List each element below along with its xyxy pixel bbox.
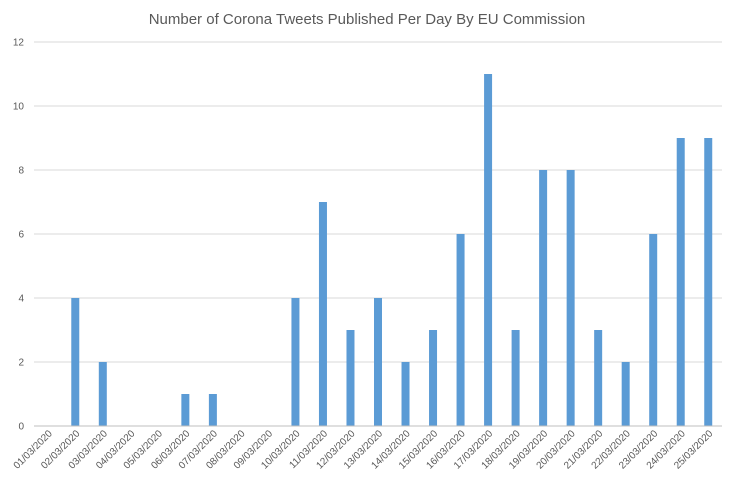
bar (594, 330, 603, 426)
bar (291, 298, 300, 426)
bar (374, 298, 382, 426)
bar (539, 170, 548, 426)
chart-title: Number of Corona Tweets Published Per Da… (149, 11, 586, 28)
y-tick-label: 10 (13, 102, 25, 113)
bar (511, 330, 520, 426)
bar (676, 138, 685, 426)
bar (566, 170, 575, 426)
bars (71, 74, 713, 426)
y-tick-label: 4 (18, 294, 24, 305)
bar (456, 234, 465, 426)
bar (181, 394, 190, 426)
bar (71, 298, 80, 426)
y-tick-label: 8 (18, 166, 24, 177)
y-tick-label: 6 (18, 230, 24, 241)
bar (208, 394, 217, 426)
bar (484, 74, 493, 426)
bar (318, 202, 327, 426)
y-tick-label: 0 (18, 422, 24, 433)
bar (98, 362, 107, 426)
y-axis-ticks: 0 2 4 6 8 10 12 (13, 38, 25, 433)
bar (649, 234, 658, 426)
bar (401, 362, 410, 426)
y-tick-label: 2 (18, 358, 24, 369)
x-axis-ticks: 01/03/202002/03/202003/03/202004/03/2020… (12, 428, 716, 471)
y-tick-label: 12 (13, 38, 25, 49)
bar (346, 330, 355, 426)
bar (621, 362, 630, 426)
bar (429, 330, 438, 426)
bar (704, 138, 713, 426)
gridlines (34, 41, 722, 363)
